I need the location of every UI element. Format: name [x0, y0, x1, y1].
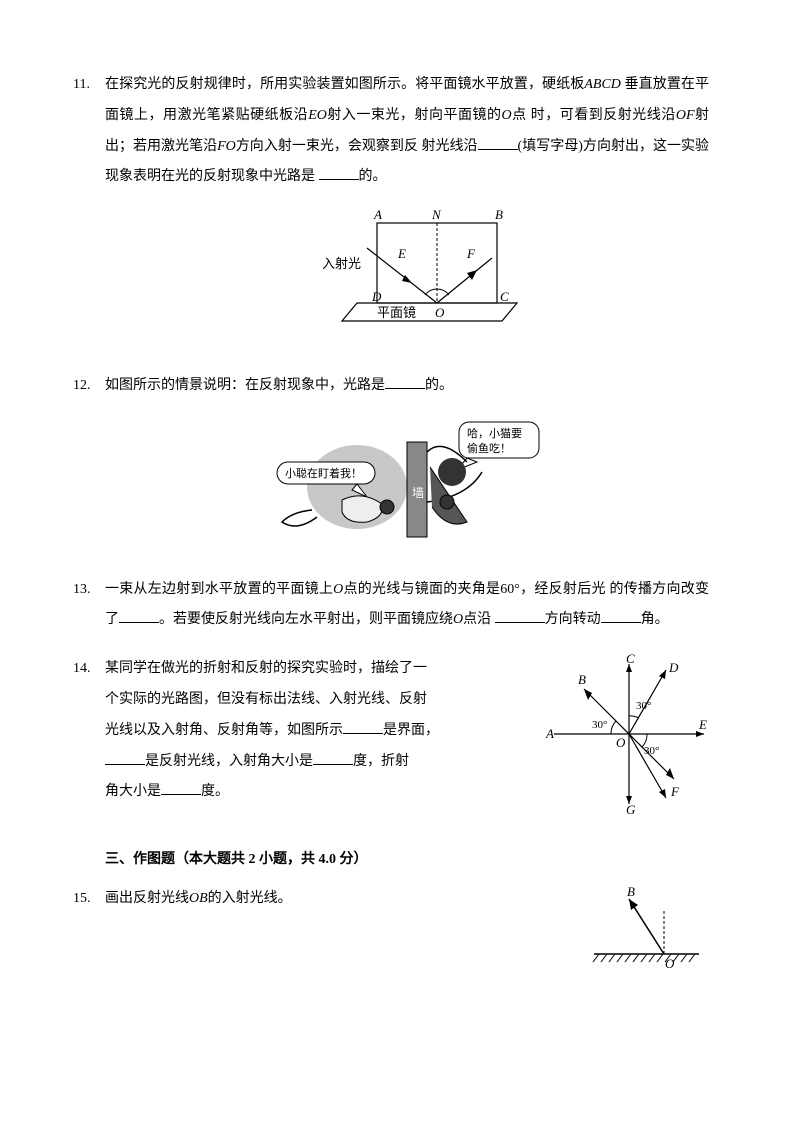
- label-a14: A: [545, 726, 554, 741]
- q13-o1: O: [333, 582, 343, 597]
- question-15: 15. 画出反射光线OB的入射光线。 B O: [105, 884, 709, 987]
- q14-blank1[interactable]: [343, 717, 383, 734]
- label-o14: O: [616, 735, 626, 750]
- q12-blank1[interactable]: [385, 372, 425, 389]
- q14-t2: 个实际的光路图，但没有标出法线、入射光线、反射: [105, 692, 427, 707]
- q11-blank1[interactable]: [478, 133, 518, 150]
- q14-t8: 度。: [201, 784, 229, 799]
- q14-blank2[interactable]: [105, 748, 145, 765]
- section-3-title: 三、作图题（本大题共 2 小题，共 4.0 分）: [105, 845, 709, 876]
- question-12: 12. 如图所示的情景说明：在反射现象中，光路是的。 小聪在盯着我！ 墙 哈，小…: [105, 371, 709, 555]
- angle-cd: 30°: [636, 700, 651, 712]
- label-f14: F: [670, 784, 680, 799]
- q11-fo: FO: [217, 139, 236, 154]
- q13-blank2[interactable]: [495, 607, 545, 624]
- q11-t8: 射光线沿: [421, 139, 477, 154]
- q11-t4: 点: [512, 108, 527, 123]
- q13-t6: 方向转动: [545, 612, 601, 627]
- q13-t5: 点沿: [463, 612, 491, 627]
- q13-blank1[interactable]: [119, 607, 159, 624]
- q14-t7: 角大小是: [105, 784, 161, 799]
- question-11: 11. 在探究光的反射规律时，所用实验装置如图所示。将平面镜水平放置，硬纸板AB…: [105, 70, 709, 351]
- q15-svg: B O: [579, 884, 709, 974]
- q14-t4: 是界面，: [383, 723, 439, 738]
- q12-number: 12.: [73, 371, 91, 402]
- q13-blank3[interactable]: [601, 607, 641, 624]
- q14-t1: 某同学在做光的折射和反射的探究实验时，描绘了一: [105, 661, 427, 676]
- q11-svg: 入射光 A N B E F D C 平面镜 O: [292, 203, 522, 338]
- q15-ob: OB: [189, 891, 208, 906]
- q14-body: 某同学在做光的折射和反射的探究实验时，描绘了一 个实际的光路图，但没有标出法线、…: [105, 654, 544, 808]
- q11-t5: 时，可看到反射光线沿: [531, 108, 676, 123]
- q12-body: 如图所示的情景说明：在反射现象中，光路是 的。: [105, 371, 709, 402]
- q14-t5: 是反射光线，入射角大小是: [145, 754, 313, 769]
- label-c: C: [500, 289, 509, 304]
- q11-t7: 方向入射一束光，会观察到反: [236, 139, 418, 154]
- angle-ef: 30°: [644, 745, 659, 757]
- mirror-label: 平面镜: [377, 305, 416, 320]
- q11-number: 11.: [73, 70, 90, 101]
- q14-t3: 光线以及入射角、反射角等，如图所示: [105, 723, 343, 738]
- q11-abcd: ABCD: [584, 77, 621, 92]
- label-e: E: [397, 246, 406, 261]
- label-o: O: [435, 305, 445, 320]
- q15-t2: 的入射光线。: [208, 891, 292, 906]
- label-a: A: [373, 207, 382, 222]
- q11-body: 在探究光的反射规律时，所用实验装置如图所示。将平面镜水平放置，硬纸板ABCD 垂…: [105, 70, 709, 193]
- bubble2a: 哈，小猫要: [467, 427, 522, 440]
- q11-t1: 在探究光的反射规律时，所用实验装置如图所示。将平面镜水平放置，硬纸板: [105, 77, 584, 92]
- q11-t10: 的。: [359, 169, 387, 184]
- q12-t1: 如图所示的情景说明：在反射现象中，光路是: [105, 378, 385, 393]
- angle-ab: 30°: [592, 719, 607, 731]
- label-b: B: [495, 207, 503, 222]
- label-d14: D: [668, 660, 679, 675]
- label-b15: B: [627, 884, 635, 899]
- label-b14: B: [578, 672, 586, 687]
- label-d: D: [371, 289, 382, 304]
- label-c14: C: [626, 654, 635, 666]
- q11-diagram: 入射光 A N B E F D C 平面镜 O: [105, 203, 709, 351]
- q14-diagram: 30° 30° 30° A B C D E F G O: [544, 654, 709, 827]
- q15-diagram: B O: [579, 884, 709, 987]
- bubble1-text: 小聪在盯着我！: [285, 466, 362, 480]
- q13-o2: O: [453, 612, 463, 627]
- bubble2b: 偷鱼吃！: [467, 441, 511, 455]
- label-n: N: [431, 207, 442, 222]
- q11-o1: O: [502, 108, 512, 123]
- label-f: F: [466, 246, 476, 261]
- q14-blank4[interactable]: [161, 779, 201, 796]
- q14-svg: 30° 30° 30° A B C D E F G O: [544, 654, 709, 814]
- incident-label: 入射光: [322, 256, 361, 271]
- q13-t7: 角。: [641, 612, 669, 627]
- q11-blank2[interactable]: [319, 164, 359, 181]
- q13-t2: 点的光线与镜面的夹角是60°，经反射后光: [343, 582, 605, 597]
- label-o15: O: [665, 956, 675, 971]
- q12-svg: 小聪在盯着我！ 墙 哈，小猫要 偷鱼吃！: [267, 412, 547, 542]
- q14-number: 14.: [73, 654, 91, 685]
- q13-t4: 。若要使反射光线向左水平射出，则平面镜应绕: [159, 612, 453, 627]
- label-g14: G: [626, 802, 636, 814]
- q15-number: 15.: [73, 884, 91, 915]
- question-14: 14. 某同学在做光的折射和反射的探究实验时，描绘了一 个实际的光路图，但没有标…: [105, 654, 709, 827]
- q15-body: 画出反射光线OB的入射光线。: [105, 884, 579, 915]
- q11-eo: EO: [308, 108, 327, 123]
- q14-t6: 度，折射: [353, 754, 409, 769]
- q13-body: 一束从左边射到水平放置的平面镜上O点的光线与镜面的夹角是60°，经反射后光 的传…: [105, 575, 709, 637]
- question-13: 13. 一束从左边射到水平放置的平面镜上O点的光线与镜面的夹角是60°，经反射后…: [105, 575, 709, 637]
- q13-t1: 一束从左边射到水平放置的平面镜上: [105, 582, 333, 597]
- q12-diagram: 小聪在盯着我！ 墙 哈，小猫要 偷鱼吃！: [105, 412, 709, 555]
- q13-number: 13.: [73, 575, 91, 606]
- label-e14: E: [698, 717, 707, 732]
- q12-t2: 的。: [425, 378, 453, 393]
- q11-of: OF: [676, 108, 695, 123]
- wall-text: 墙: [412, 486, 424, 500]
- q14-blank3[interactable]: [313, 748, 353, 765]
- q15-t1: 画出反射光线: [105, 891, 189, 906]
- q11-t3: 射入一束光，射向平面镜的: [327, 108, 502, 123]
